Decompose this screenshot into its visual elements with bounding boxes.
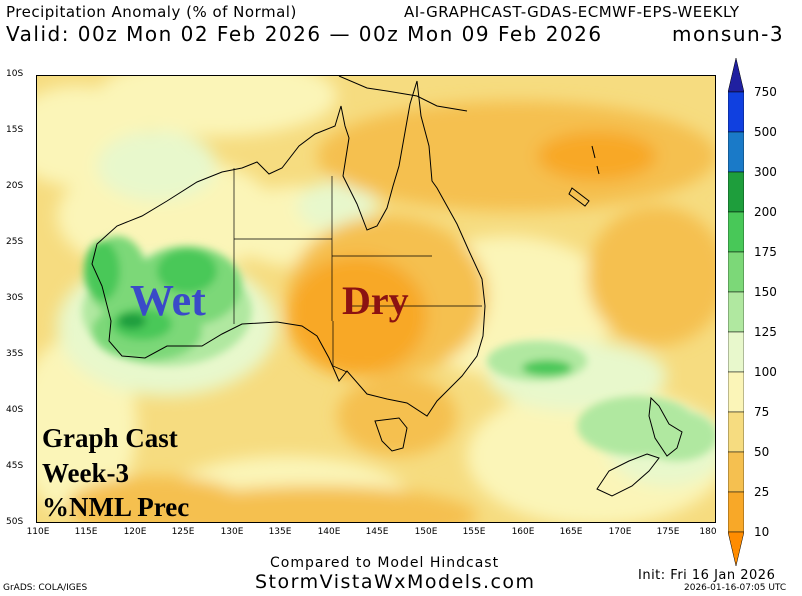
footer-compared: Compared to Model Hindcast <box>270 555 500 571</box>
lon-label-180: 180 <box>699 527 717 537</box>
colorbar-segment <box>728 371 744 413</box>
new-guinea-coastline <box>338 76 468 112</box>
colorbar-label: 300 <box>754 165 777 179</box>
lon-label-155e: 155E <box>462 527 486 537</box>
lon-label-150e: 150E <box>414 527 438 537</box>
footer-grads-credit: GrADS: COLA/IGES <box>3 583 88 593</box>
lat-label-25s: 25S <box>6 237 24 247</box>
lon-label-130e: 130E <box>220 527 244 537</box>
footer-timestamp: 2026-01-16-07:05 UTC <box>684 583 787 593</box>
lon-label-170e: 170E <box>608 527 632 537</box>
colorbar-label: 10 <box>754 525 770 539</box>
map-canvas <box>37 76 715 522</box>
map-title: Precipitation Anomaly (% of Normal) <box>6 3 297 21</box>
valid-period: Valid: 00z Mon 02 Feb 2026 — 00z Mon 09 … <box>6 22 603 46</box>
colorbar-label: 125 <box>754 325 777 339</box>
colorbar-segment <box>728 211 744 253</box>
vanuatu-coastline <box>591 145 600 175</box>
colorbar-label: 100 <box>754 365 777 379</box>
new-zealand-south-coastline <box>596 453 660 497</box>
colorbar-segment <box>728 451 744 493</box>
lat-label-20s: 20S <box>6 181 24 191</box>
colorbar-label: 500 <box>754 125 777 139</box>
lon-label-135e: 135E <box>268 527 292 537</box>
model-name: AI-GRAPHCAST-GDAS-ECMWF-EPS-WEEKLY <box>404 3 740 21</box>
footer-website: StormVistaWxModels.com <box>255 571 536 593</box>
dry-annotation: Dry <box>342 278 409 323</box>
lon-label-120e: 120E <box>123 527 147 537</box>
lat-label-40s: 40S <box>6 405 24 415</box>
australia-coastline <box>91 80 486 417</box>
lat-label-50s: 50S <box>6 517 24 527</box>
lon-label-175e: 175E <box>656 527 680 537</box>
wet-annotation: Wet <box>130 276 206 325</box>
lat-label-35s: 35S <box>6 349 24 359</box>
colorbar-segment <box>728 131 744 173</box>
lat-label-10s: 10S <box>6 69 24 79</box>
lon-label-115e: 115E <box>74 527 98 537</box>
colorbar-label: 150 <box>754 285 777 299</box>
lon-label-125e: 125E <box>171 527 195 537</box>
colorbar-top-arrow <box>728 58 744 93</box>
new-zealand-north-coastline <box>648 396 683 457</box>
nml-prec-label: %NML Prec <box>42 492 190 522</box>
colorbar-bottom-arrow <box>728 531 744 566</box>
colorbar-segment <box>728 171 744 213</box>
lat-label-45s: 45S <box>6 461 24 471</box>
model-short-name: monsun-3 <box>672 22 785 46</box>
lat-label-15s: 15S <box>6 125 24 135</box>
footer-init-time: Init: Fri 16 Jan 2026 <box>638 568 776 583</box>
colorbar-label: 200 <box>754 205 777 219</box>
colorbar-segment <box>728 331 744 373</box>
lon-label-160e: 160E <box>511 527 535 537</box>
colorbar-label: 50 <box>754 445 770 459</box>
anomaly-map <box>36 75 716 523</box>
colorbar-label: 175 <box>754 245 777 259</box>
colorbar <box>728 58 744 566</box>
lon-label-140e: 140E <box>317 527 341 537</box>
week-label: Week-3 <box>42 458 129 488</box>
lon-label-110e: 110E <box>26 527 50 537</box>
lat-label-30s: 30S <box>6 293 24 303</box>
colorbar-segment <box>728 291 744 333</box>
colorbar-segment <box>728 91 744 133</box>
tasmania-coastline <box>374 417 408 452</box>
lon-label-165e: 165E <box>559 527 583 537</box>
colorbar-segment <box>728 251 744 293</box>
new-caledonia-coastline <box>568 187 590 207</box>
coastlines <box>91 76 683 497</box>
colorbar-label: 25 <box>754 485 770 499</box>
graphcast-label: Graph Cast <box>42 423 178 453</box>
lon-label-145e: 145E <box>365 527 389 537</box>
australia-state-borders <box>233 168 482 373</box>
colorbar-label: 75 <box>754 405 770 419</box>
colorbar-label: 750 <box>754 85 777 99</box>
colorbar-segment <box>728 491 744 533</box>
colorbar-segment <box>728 411 744 453</box>
